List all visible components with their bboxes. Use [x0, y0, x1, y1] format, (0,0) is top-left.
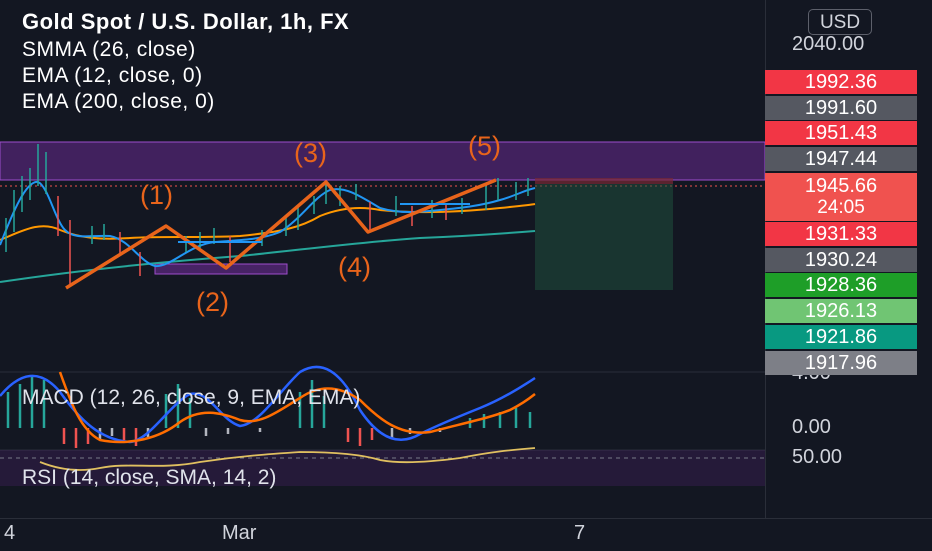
macd-legend[interactable]: MACD (12, 26, close, 9, EMA, EMA) — [22, 386, 361, 409]
ema200-legend[interactable]: EMA (200, close, 0) — [22, 90, 215, 113]
wave-label-3: (3) — [294, 138, 327, 168]
price-tag: 1926.13 — [765, 299, 917, 323]
wave-label-1: (1) — [140, 180, 173, 210]
bar-countdown: 24:05 — [817, 197, 865, 218]
position-target-zone[interactable] — [535, 184, 673, 290]
ema12-legend[interactable]: EMA (12, close, 0) — [22, 64, 203, 87]
price-tag: 1991.60 — [765, 96, 917, 120]
price-tag-value: 1917.96 — [804, 352, 878, 374]
symbol-title[interactable]: Gold Spot / U.S. Dollar, 1h, FX — [22, 9, 350, 34]
price-tag: 1928.36 — [765, 273, 917, 297]
resistance-zone[interactable] — [0, 141, 765, 181]
price-tag-value: 1930.24 — [804, 249, 878, 271]
time-label: Mar — [222, 522, 257, 544]
time-label: 4 — [4, 522, 16, 544]
smma-legend[interactable]: SMMA (26, close) — [22, 38, 196, 61]
last-price-tag: 1945.66 24:05 — [765, 173, 917, 221]
rsi-band — [0, 450, 765, 486]
price-tag-value: 1947.44 — [804, 148, 878, 170]
price-tag-value: 1921.86 — [804, 326, 878, 348]
rsi-line — [39, 447, 536, 471]
price-tag-value: 1991.60 — [804, 97, 878, 119]
macd-axis-label-zero: 0.00 — [792, 416, 831, 438]
price-tag-value: 1926.13 — [804, 300, 878, 322]
ema200-line — [0, 230, 536, 283]
time-label: 7 — [574, 522, 586, 544]
candles — [5, 144, 529, 252]
currency-button[interactable]: USD — [808, 9, 872, 35]
candles-down — [57, 196, 447, 284]
price-tag: 1917.96 — [765, 351, 917, 375]
rsi-legend[interactable]: RSI (14, close, SMA, 14, 2) — [22, 466, 277, 489]
time-axis[interactable]: 4 Mar 7 — [0, 518, 932, 551]
position-stop-zone[interactable] — [535, 178, 673, 184]
price-tag: 1951.43 — [765, 121, 917, 145]
price-tag-value: 1931.33 — [804, 223, 878, 245]
price-chart[interactable]: (1) (2) (3) (4) (5) — [0, 0, 765, 518]
price-axis-label: 2040.00 — [792, 33, 865, 55]
macd-line — [0, 365, 536, 444]
price-tag-value: 1992.36 — [804, 71, 878, 93]
elliott-wave-line[interactable] — [65, 178, 497, 290]
price-tag: 1931.33 — [765, 222, 917, 246]
wave-label-4: (4) — [338, 252, 371, 282]
price-tag: 1992.36 — [765, 70, 917, 94]
macd-signal-line — [58, 371, 536, 444]
price-tag-value: 1928.36 — [804, 274, 878, 296]
wave-label-5: (5) — [468, 131, 501, 161]
price-tag: 1930.24 — [765, 248, 917, 272]
price-tag-value: 1945.66 — [804, 175, 878, 197]
wave-label-2: (2) — [196, 287, 229, 317]
rsi-axis-label: 50.00 — [792, 446, 843, 468]
price-tag: 1947.44 — [765, 147, 917, 171]
price-tag: 1921.86 — [765, 325, 917, 349]
price-tag-value: 1951.43 — [804, 122, 878, 144]
